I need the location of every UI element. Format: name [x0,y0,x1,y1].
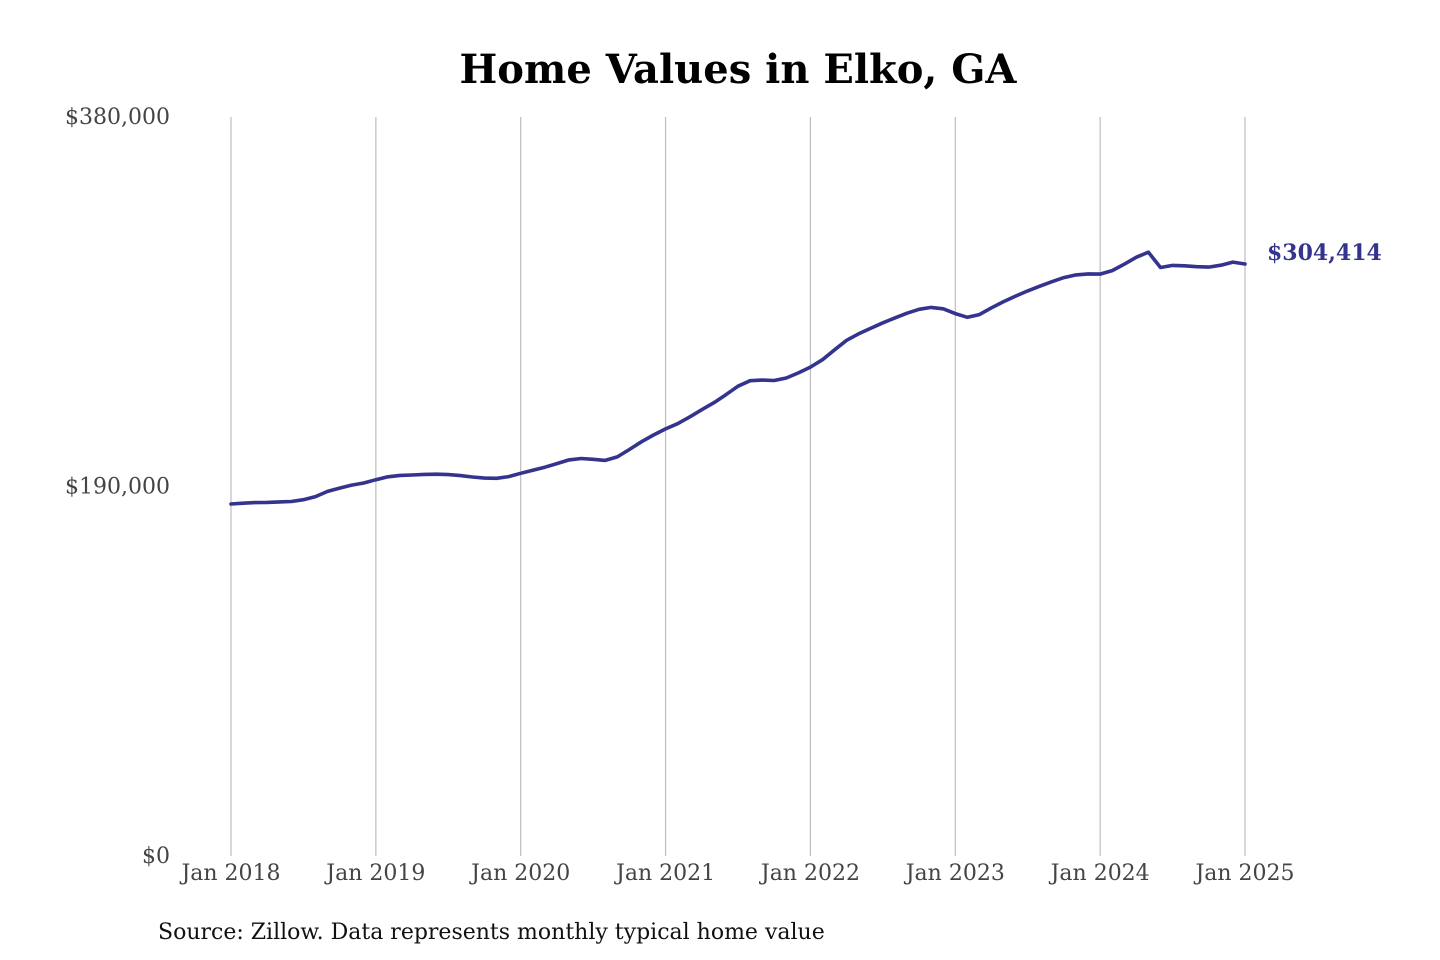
source-note: Source: Zillow. Data represents monthly … [158,920,825,945]
y-tick-label: $190,000 [65,475,170,500]
x-tick-label: Jan 2018 [179,861,280,886]
y-axis-tick-labels: $0 $190,000 $380,000 [65,105,170,869]
latest-value-label: $304,414 [1267,240,1382,266]
x-tick-label: Jan 2025 [1193,861,1294,886]
x-tick-label: Jan 2023 [904,861,1005,886]
x-axis-tick-labels: Jan 2018 Jan 2019 Jan 2020 Jan 2021 Jan 2022… [179,861,1294,886]
y-tick-label: $0 [142,844,170,869]
x-tick-label: Jan 2024 [1049,861,1150,886]
y-tick-label: $380,000 [65,105,170,130]
home-value-series-line [229,250,1247,506]
x-tick-label: Jan 2022 [759,861,860,886]
x-tick-label: Jan 2019 [324,861,425,886]
chart-title: Home Values in Elko, GA [460,46,1018,93]
x-tick-label: Jan 2020 [469,861,570,886]
vertical-gridlines [230,117,1246,856]
x-tick-label: Jan 2021 [614,861,715,886]
